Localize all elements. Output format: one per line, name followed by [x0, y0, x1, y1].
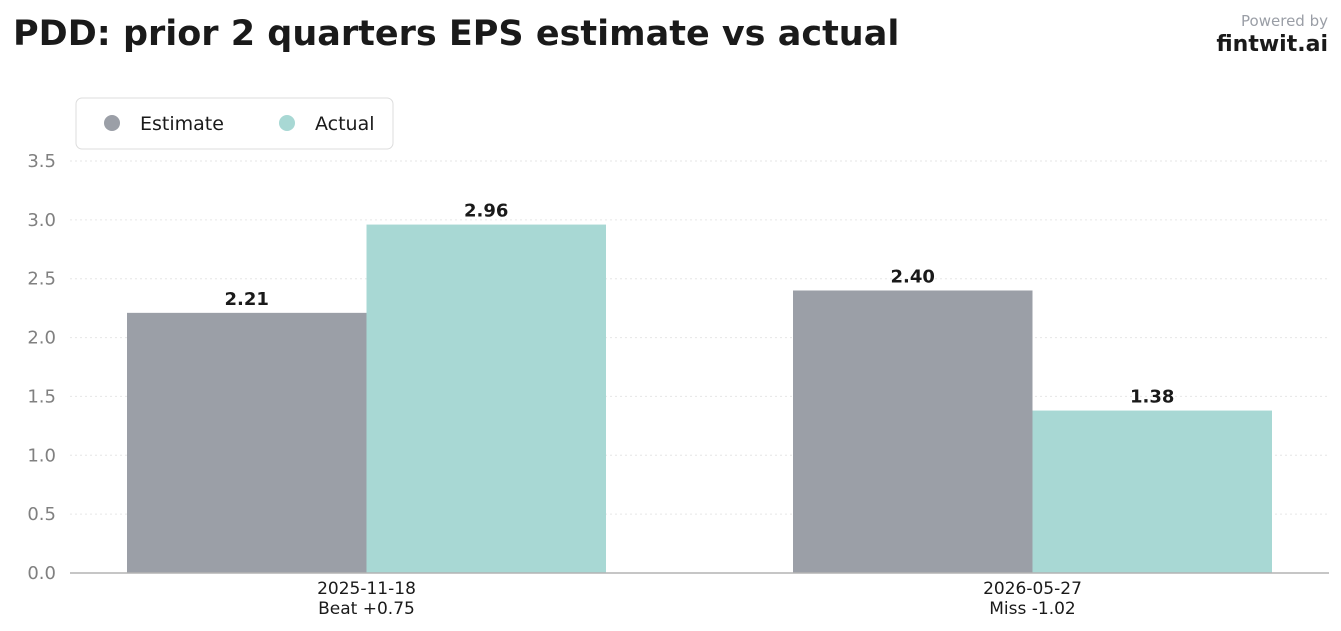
- legend-label: Estimate: [140, 113, 224, 135]
- data-label: 1.38: [1130, 387, 1174, 408]
- x-tick-label: 2025-11-18: [317, 579, 416, 599]
- x-tick-label: Miss -1.02: [989, 599, 1076, 619]
- y-tick-label: 1.5: [27, 386, 56, 407]
- bar-estimate: [793, 290, 1033, 573]
- data-label: 2.21: [225, 289, 269, 310]
- y-tick-label: 1.0: [27, 445, 56, 466]
- data-label: 2.40: [891, 266, 935, 287]
- x-tick-label: Beat +0.75: [318, 599, 415, 619]
- legend-box: [75, 97, 394, 150]
- chart-title: PDD: prior 2 quarters EPS estimate vs ac…: [13, 14, 900, 54]
- y-tick-label: 0.5: [27, 504, 56, 525]
- data-label: 2.96: [464, 201, 508, 222]
- legend-label: Actual: [315, 113, 375, 135]
- y-tick-label: 3.5: [27, 151, 56, 172]
- y-tick-label: 2.5: [27, 269, 56, 290]
- y-tick-label: 2.0: [27, 328, 56, 349]
- bar-actual: [1032, 410, 1272, 573]
- brand-logo-text[interactable]: fintwit.ai: [1216, 32, 1328, 57]
- legend-marker-estimate: [104, 115, 120, 131]
- powered-by-label: Powered by: [1241, 12, 1328, 30]
- bar-actual: [366, 224, 606, 573]
- y-tick-label: 0.0: [27, 563, 56, 584]
- x-tick-label: 2026-05-27: [983, 579, 1082, 599]
- bar-estimate: [127, 312, 367, 573]
- legend-marker-actual: [279, 115, 295, 131]
- y-tick-label: 3.0: [27, 210, 56, 231]
